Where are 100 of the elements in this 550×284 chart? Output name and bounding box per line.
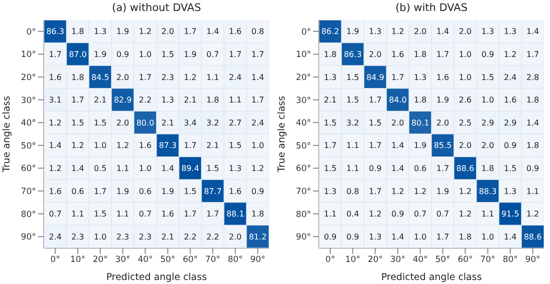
data-label: 1.1 <box>116 164 130 173</box>
data-label: 1.2 <box>458 186 472 196</box>
data-label: 1.2 <box>48 164 62 173</box>
data-label: 1.5 <box>481 72 494 82</box>
data-label: 1.4 <box>251 72 264 82</box>
data-label: 1.4 <box>504 232 517 242</box>
y-tick-label: 60° <box>20 164 36 174</box>
data-label: 1.5 <box>161 50 174 59</box>
x-tick-label: 50° <box>160 255 176 266</box>
x-tick-label: 10° <box>70 255 86 266</box>
data-label: 0.7 <box>138 210 152 219</box>
data-label: 1.7 <box>391 72 404 82</box>
data-label: 91.5 <box>501 210 520 219</box>
x-tick-label: 90° <box>250 255 266 266</box>
data-label: 2.0 <box>414 27 427 36</box>
data-label: 1.2 <box>504 50 517 59</box>
data-label: 80.1 <box>411 118 430 128</box>
data-label: 2.1 <box>206 141 220 150</box>
data-label: 3.1 <box>48 96 62 105</box>
data-label: 1.7 <box>436 232 450 242</box>
data-label: 1.8 <box>526 96 540 105</box>
x-tick-label: 30° <box>115 255 130 266</box>
data-label: 0.8 <box>346 186 360 196</box>
data-label: 1.7 <box>184 27 197 36</box>
data-label: 1.2 <box>414 186 427 196</box>
y-tick-label: 60° <box>296 164 311 174</box>
data-label: 2.9 <box>481 118 494 128</box>
data-label: 88.1 <box>226 210 244 219</box>
data-label: 1.7 <box>48 50 62 59</box>
data-label: 81.2 <box>248 232 267 242</box>
data-label: 1.0 <box>458 72 472 82</box>
data-label: 2.2 <box>138 96 152 105</box>
data-label: 85.5 <box>434 141 452 150</box>
y-tick-label: 10° <box>296 50 311 60</box>
data-label: 2.1 <box>161 118 174 128</box>
data-label: 1.4 <box>391 164 404 173</box>
y-tick-label: 90° <box>20 232 36 243</box>
x-tick-label: 20° <box>368 255 383 266</box>
data-label: 1.0 <box>414 232 427 242</box>
data-label: 1.9 <box>436 96 450 105</box>
y-tick-label: 30° <box>296 96 311 106</box>
data-label: 1.3 <box>324 72 337 82</box>
data-label: 2.3 <box>116 232 130 242</box>
data-label: 1.1 <box>324 210 337 219</box>
y-tick-label: 40° <box>296 118 311 129</box>
data-label: 1.5 <box>94 118 107 128</box>
data-label: 86.2 <box>321 27 340 36</box>
data-label: 1.2 <box>116 141 130 150</box>
y-tick-label: 70° <box>20 187 36 198</box>
y-tick-label: 80° <box>296 210 311 220</box>
data-label: 1.3 <box>368 27 382 36</box>
x-tick-label: 90° <box>525 255 540 266</box>
data-label: 1.2 <box>138 27 152 36</box>
data-label: 2.2 <box>184 232 197 242</box>
data-label: 1.5 <box>504 164 517 173</box>
x-tick-label: 60° <box>182 255 198 266</box>
data-label: 1.5 <box>324 118 337 128</box>
y-tick-label: 20° <box>20 73 36 84</box>
data-label: 1.2 <box>526 210 540 219</box>
data-label: 1.3 <box>414 72 427 82</box>
data-label: 3.2 <box>346 118 360 128</box>
y-tick-label: 50° <box>296 141 311 152</box>
data-label: 2.0 <box>368 50 382 59</box>
data-label: 0.8 <box>251 27 264 36</box>
data-label: 1.7 <box>368 186 382 196</box>
data-label: 88.6 <box>524 232 542 242</box>
data-label: 1.6 <box>161 210 174 219</box>
data-label: 1.0 <box>138 50 152 59</box>
data-label: 0.9 <box>116 50 130 59</box>
data-label: 2.1 <box>161 232 174 242</box>
y-tick-label: 20° <box>296 73 311 84</box>
data-label: 0.9 <box>481 50 494 59</box>
data-label: 1.3 <box>368 232 382 242</box>
y-tick-label: 90° <box>296 232 311 243</box>
data-label: 2.4 <box>48 232 62 242</box>
data-label: 1.0 <box>481 232 494 242</box>
x-tick-label: 70° <box>480 255 496 266</box>
data-label: 1.5 <box>71 118 84 128</box>
data-label: 1.8 <box>414 50 427 59</box>
data-label: 87.7 <box>204 186 222 196</box>
data-label: 2.0 <box>481 141 494 150</box>
data-label: 1.7 <box>436 164 450 173</box>
data-label: 1.9 <box>116 27 130 36</box>
data-label: 1.4 <box>436 27 450 36</box>
x-tick-label: 80° <box>228 255 243 266</box>
data-label: 0.9 <box>391 210 404 219</box>
data-label: 1.8 <box>71 72 84 82</box>
data-label: 2.8 <box>526 72 540 82</box>
data-label: 1.6 <box>138 141 152 150</box>
y-tick-label: 10° <box>20 50 36 60</box>
data-label: 1.3 <box>481 27 494 36</box>
data-label: 1.3 <box>324 186 337 196</box>
data-label: 1.7 <box>324 141 337 150</box>
data-label: 1.5 <box>228 141 242 150</box>
x-axis-title: Predicted angle class <box>106 272 207 283</box>
data-label: 2.0 <box>458 141 472 150</box>
data-label: 80.0 <box>136 118 154 128</box>
data-label: 1.4 <box>391 232 404 242</box>
data-label: 1.7 <box>251 50 264 59</box>
data-label: 87.3 <box>158 141 177 150</box>
